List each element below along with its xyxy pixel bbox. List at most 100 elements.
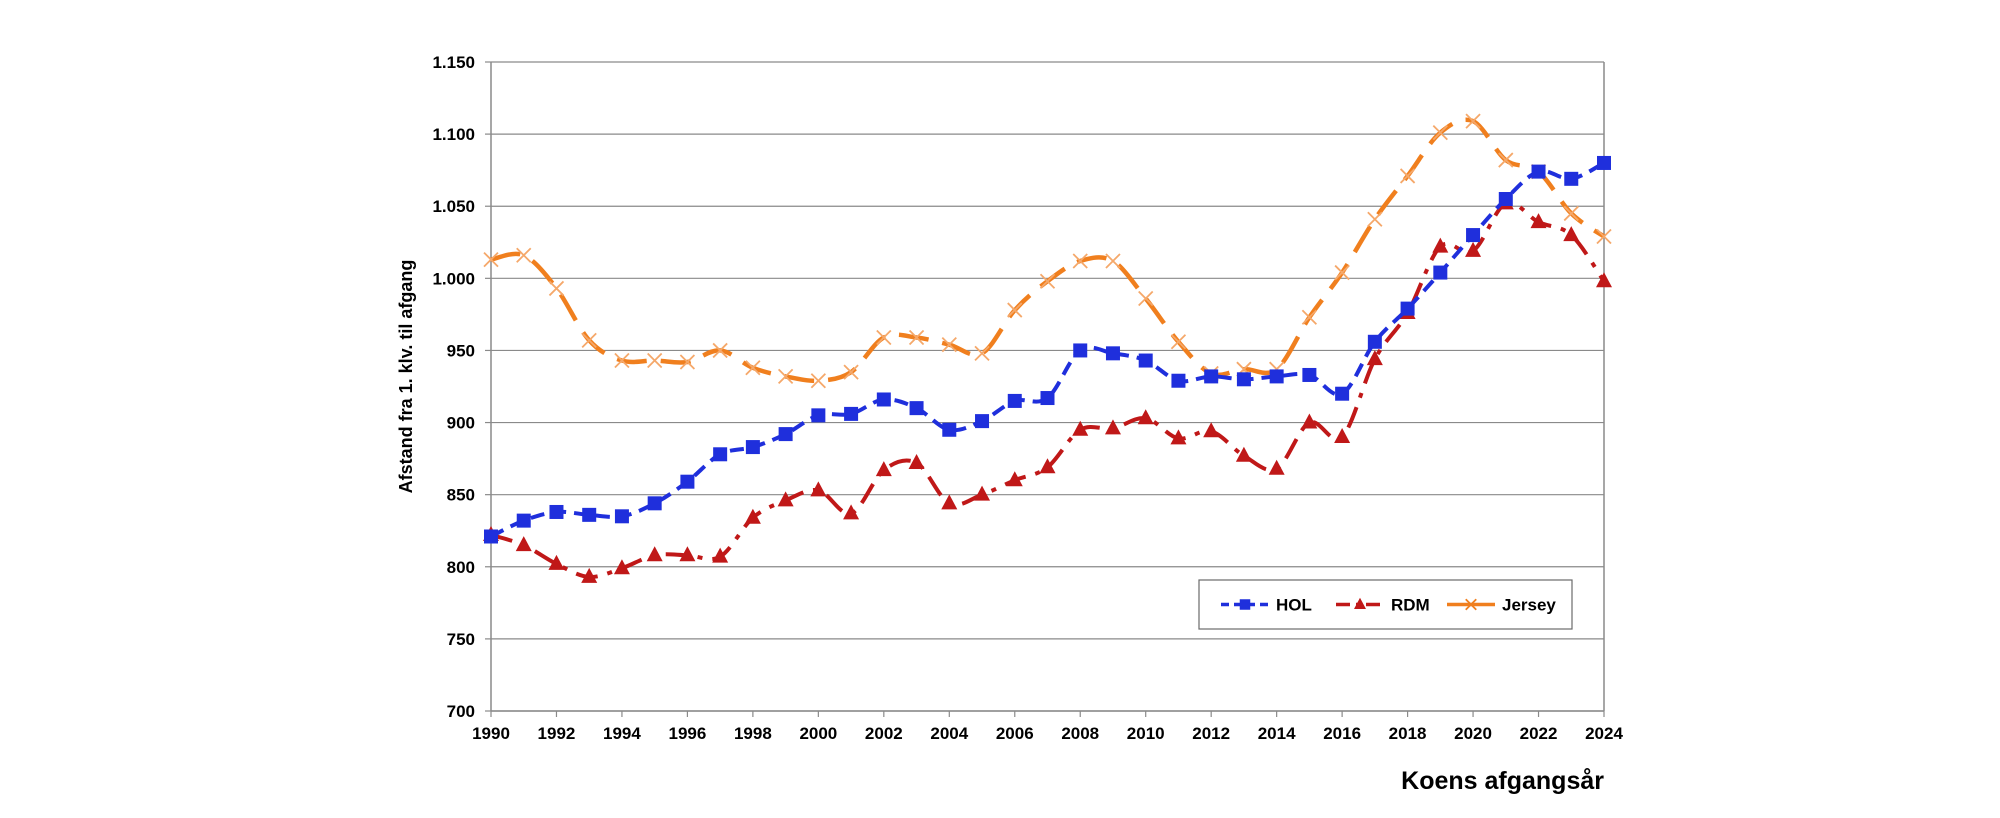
- series-hol: [484, 155, 1611, 544]
- data-point-rdm: [908, 453, 925, 469]
- data-point-hol: [1597, 155, 1611, 170]
- data-point-hol: [1302, 367, 1317, 382]
- data-point-jersey: [1563, 205, 1579, 222]
- legend-label: Jersey: [1502, 596, 1556, 615]
- data-point-jersey: [1301, 309, 1318, 325]
- legend-item-hol: HOL: [1221, 596, 1312, 615]
- data-point-hol: [745, 440, 760, 455]
- data-point-hol: [1073, 343, 1088, 358]
- data-point-rdm: [1596, 272, 1612, 288]
- x-tick-label: 2000: [799, 724, 837, 743]
- x-tick-label: 2014: [1258, 724, 1296, 743]
- data-point-jersey: [1465, 113, 1481, 129]
- data-point-jersey: [843, 364, 859, 380]
- data-point-jersey: [614, 352, 630, 369]
- data-point-hol: [1236, 372, 1251, 387]
- x-tick-label: 2020: [1454, 724, 1492, 743]
- x-tick-label: 2018: [1389, 724, 1427, 743]
- x-tick-label: 2022: [1520, 724, 1558, 743]
- x-tick-label: 2006: [996, 724, 1034, 743]
- data-point-rdm: [810, 481, 827, 497]
- data-point-hol: [516, 513, 531, 528]
- data-point-rdm: [1137, 409, 1154, 425]
- data-point-jersey: [548, 280, 565, 297]
- data-point-rdm: [548, 554, 565, 570]
- data-point-rdm: [1235, 446, 1252, 462]
- x-tick-label: 1990: [472, 724, 510, 743]
- x-tick-label: 1994: [603, 724, 641, 743]
- x-tick-label: 1996: [668, 724, 706, 743]
- data-point-jersey: [745, 360, 761, 376]
- data-point-jersey: [777, 368, 794, 385]
- y-tick-label: 1.150: [432, 53, 475, 72]
- y-tick-label: 800: [447, 558, 475, 577]
- data-point-hol: [1007, 393, 1022, 408]
- plot-area: [490, 62, 1605, 712]
- legend-swatch-marker: [1239, 599, 1251, 610]
- data-point-jersey: [581, 332, 597, 348]
- x-tick-label: 2024: [1585, 724, 1623, 743]
- data-point-hol: [909, 401, 924, 416]
- data-point-hol: [1564, 171, 1579, 186]
- y-tick-label: 1.000: [432, 269, 475, 288]
- y-tick-label: 750: [447, 630, 475, 649]
- data-point-rdm: [1563, 226, 1580, 242]
- data-point-jersey: [516, 247, 532, 263]
- data-point-hol: [1335, 386, 1350, 401]
- data-point-jersey: [1138, 290, 1154, 307]
- data-point-jersey: [1367, 211, 1383, 227]
- data-point-jersey: [1498, 152, 1514, 168]
- x-tick-label: 2016: [1323, 724, 1361, 743]
- data-point-jersey: [647, 352, 663, 369]
- data-point-rdm: [1301, 413, 1318, 429]
- data-point-jersey: [712, 342, 728, 359]
- x-axis-title: Koens afgangsår: [1401, 767, 1604, 795]
- data-point-hol: [811, 408, 826, 423]
- x-tick-label: 1998: [734, 724, 772, 743]
- series-line-hol: [490, 161, 1605, 539]
- x-tick-label: 1992: [538, 724, 576, 743]
- data-point-hol: [582, 507, 597, 522]
- data-point-jersey: [1039, 273, 1056, 289]
- data-point-rdm: [712, 547, 729, 563]
- data-point-hol: [1466, 228, 1481, 243]
- data-point-hol: [680, 474, 695, 489]
- y-tick-label: 1.050: [432, 197, 475, 216]
- data-point-hol: [876, 392, 891, 407]
- data-point-hol: [1138, 353, 1153, 368]
- series-layer: [483, 113, 1612, 583]
- data-point-rdm: [515, 536, 532, 552]
- data-point-rdm: [1366, 350, 1383, 366]
- y-tick-label: 950: [447, 341, 475, 360]
- y-tick-label: 700: [447, 702, 475, 721]
- data-point-hol: [1367, 334, 1382, 349]
- data-point-rdm: [744, 508, 761, 524]
- data-point-rdm: [974, 485, 991, 501]
- y-tick-label: 1.100: [432, 125, 475, 144]
- data-point-jersey: [1072, 253, 1088, 269]
- data-point-rdm: [1530, 213, 1547, 229]
- data-point-jersey: [941, 337, 957, 353]
- data-point-rdm: [1104, 419, 1121, 435]
- x-tick-label: 2012: [1192, 724, 1230, 743]
- y-axis-title: Afstand fra 1. klv. til afgang: [396, 260, 416, 494]
- x-tick-label: 2004: [930, 724, 968, 743]
- data-point-jersey: [1007, 302, 1023, 318]
- data-point-hol: [975, 414, 990, 429]
- data-point-hol: [614, 509, 629, 524]
- data-point-hol: [778, 427, 793, 442]
- data-point-rdm: [1334, 427, 1351, 443]
- data-point-jersey: [483, 251, 499, 268]
- gridlines: [491, 61, 1604, 712]
- data-point-hol: [942, 422, 957, 437]
- y-axis-ticks: 700 750 800 850 900 950 1.000 1.050 1.100 1.150: [432, 53, 491, 721]
- data-point-hol: [1204, 369, 1219, 384]
- data-point-hol: [713, 447, 728, 462]
- series-jersey: [483, 113, 1612, 389]
- data-point-jersey: [908, 329, 925, 346]
- data-point-rdm: [1039, 458, 1056, 474]
- data-point-jersey: [974, 345, 990, 361]
- data-point-hol: [1269, 369, 1284, 384]
- data-point-rdm: [843, 504, 860, 520]
